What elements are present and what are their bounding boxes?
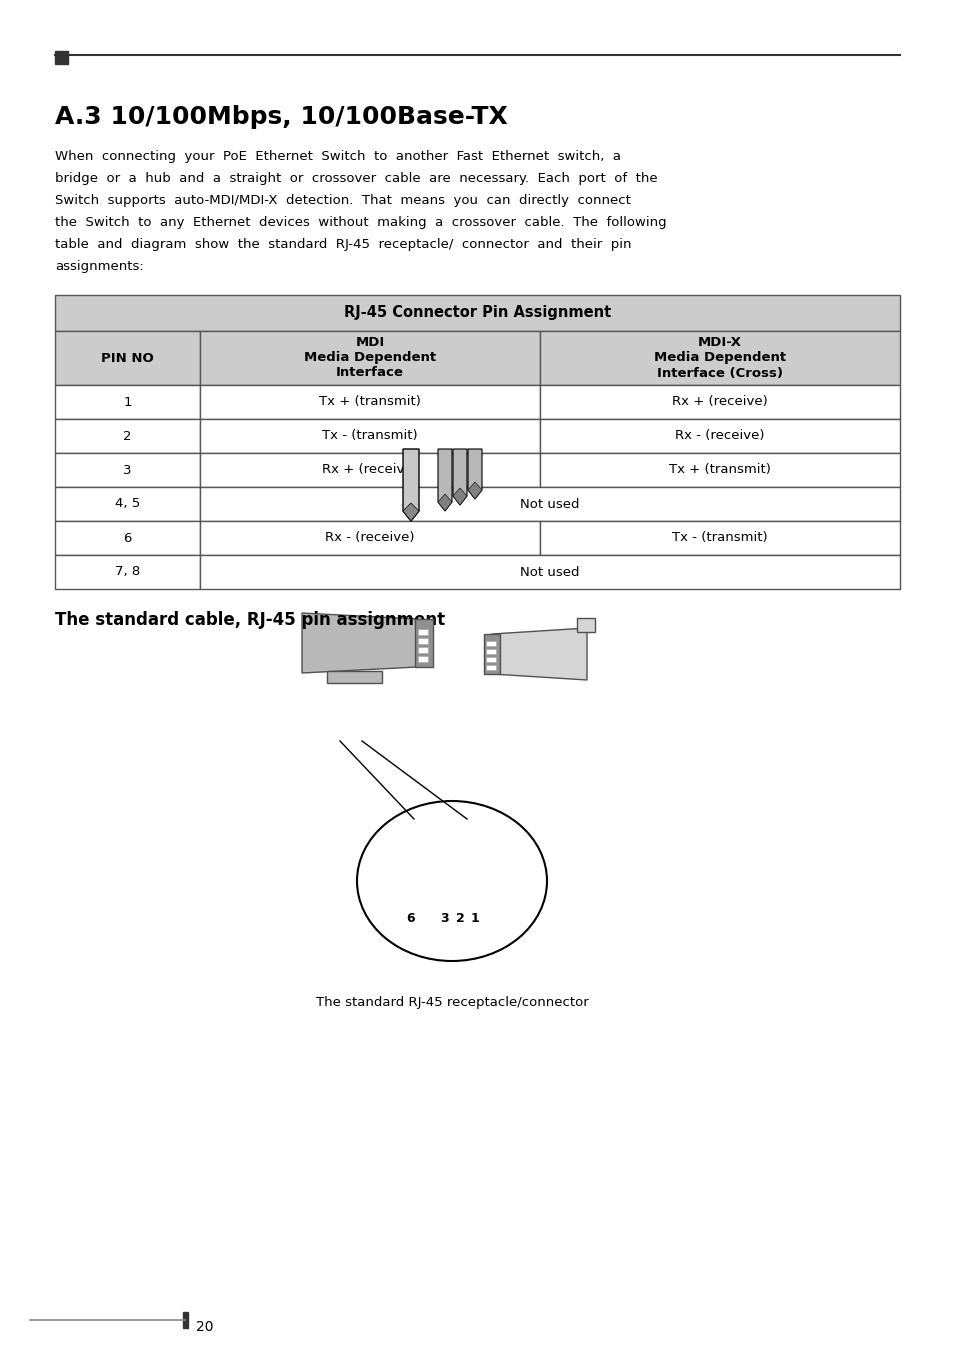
Text: Not used: Not used (519, 497, 579, 510)
Text: Tx - (transmit): Tx - (transmit) (322, 429, 417, 443)
Bar (55, 385, 200, 418)
Bar (200, 521, 539, 555)
Text: 6: 6 (123, 532, 132, 544)
Text: the  Switch  to  any  Ethernet  devices  without  making  a  crossover  cable.  : the Switch to any Ethernet devices witho… (55, 217, 666, 229)
Text: When  connecting  your  PoE  Ethernet  Switch  to  another  Fast  Ethernet  swit: When connecting your PoE Ethernet Switch… (55, 150, 620, 162)
Bar (483, 634, 499, 674)
Text: Rx - (receive): Rx - (receive) (675, 429, 764, 443)
Polygon shape (468, 450, 481, 500)
Text: Rx + (receive): Rx + (receive) (672, 395, 767, 409)
Polygon shape (402, 502, 418, 521)
Bar (55, 454, 200, 487)
Bar (55, 418, 200, 454)
Bar (200, 454, 539, 487)
Bar (55, 521, 200, 555)
Bar (485, 665, 496, 670)
Polygon shape (453, 450, 467, 505)
Text: PIN NO: PIN NO (101, 352, 153, 364)
Text: Rx + (receive): Rx + (receive) (322, 463, 417, 477)
Polygon shape (468, 482, 481, 500)
Bar (539, 521, 899, 555)
Text: Not used: Not used (519, 566, 579, 578)
Text: A.3 10/100Mbps, 10/100Base-TX: A.3 10/100Mbps, 10/100Base-TX (55, 106, 507, 129)
Bar (55, 295, 899, 330)
Polygon shape (453, 487, 467, 505)
Bar (485, 640, 496, 646)
Bar (55, 51, 68, 64)
Bar (55, 487, 200, 521)
Polygon shape (492, 628, 586, 680)
Bar (200, 330, 539, 385)
Bar (539, 418, 899, 454)
Polygon shape (302, 613, 416, 673)
Bar (200, 385, 539, 418)
Text: 3: 3 (440, 911, 449, 925)
Polygon shape (437, 450, 452, 510)
Text: 6: 6 (406, 911, 415, 925)
Text: The standard cable, RJ-45 pin assignment: The standard cable, RJ-45 pin assignment (55, 611, 445, 630)
Bar (539, 330, 899, 385)
Bar (415, 619, 433, 668)
Text: 7, 8: 7, 8 (114, 566, 140, 578)
Polygon shape (402, 450, 418, 521)
Text: Tx - (transmit): Tx - (transmit) (672, 532, 767, 544)
Bar (55, 555, 200, 589)
Bar (577, 617, 595, 632)
Bar (183, 1312, 188, 1328)
Text: Tx + (transmit): Tx + (transmit) (318, 395, 420, 409)
Text: table  and  diagram  show  the  standard  RJ-45  receptacle/  connector  and  th: table and diagram show the standard RJ-4… (55, 238, 631, 250)
Bar (327, 672, 381, 682)
Bar (417, 638, 428, 645)
Bar (55, 330, 200, 385)
Bar (539, 454, 899, 487)
Text: 2: 2 (123, 429, 132, 443)
Text: Tx + (transmit): Tx + (transmit) (668, 463, 770, 477)
Text: RJ-45 Connector Pin Assignment: RJ-45 Connector Pin Assignment (343, 306, 611, 321)
Bar (200, 555, 899, 589)
Bar (417, 647, 428, 653)
Text: 4, 5: 4, 5 (114, 497, 140, 510)
Bar (417, 655, 428, 662)
Bar (417, 630, 428, 635)
Bar (200, 487, 899, 521)
Text: MDI
Media Dependent
Interface: MDI Media Dependent Interface (304, 337, 436, 379)
Polygon shape (437, 494, 452, 510)
Text: Switch  supports  auto-MDI/MDI-X  detection.  That  means  you  can  directly  c: Switch supports auto-MDI/MDI-X detection… (55, 194, 630, 207)
Text: 20: 20 (195, 1320, 213, 1334)
Bar (200, 418, 539, 454)
Bar (539, 385, 899, 418)
Ellipse shape (356, 802, 546, 961)
Text: bridge  or  a  hub  and  a  straight  or  crossover  cable  are  necessary.  Eac: bridge or a hub and a straight or crosso… (55, 172, 657, 185)
Text: Rx - (receive): Rx - (receive) (325, 532, 415, 544)
Bar (485, 649, 496, 654)
Text: The standard RJ-45 receptacle/connector: The standard RJ-45 receptacle/connector (315, 997, 588, 1009)
Text: 2: 2 (456, 911, 464, 925)
Text: assignments:: assignments: (55, 260, 144, 274)
Text: 1: 1 (470, 911, 478, 925)
Text: 1: 1 (123, 395, 132, 409)
Bar (485, 657, 496, 662)
Text: MDI-X
Media Dependent
Interface (Cross): MDI-X Media Dependent Interface (Cross) (653, 337, 785, 379)
Text: 3: 3 (123, 463, 132, 477)
